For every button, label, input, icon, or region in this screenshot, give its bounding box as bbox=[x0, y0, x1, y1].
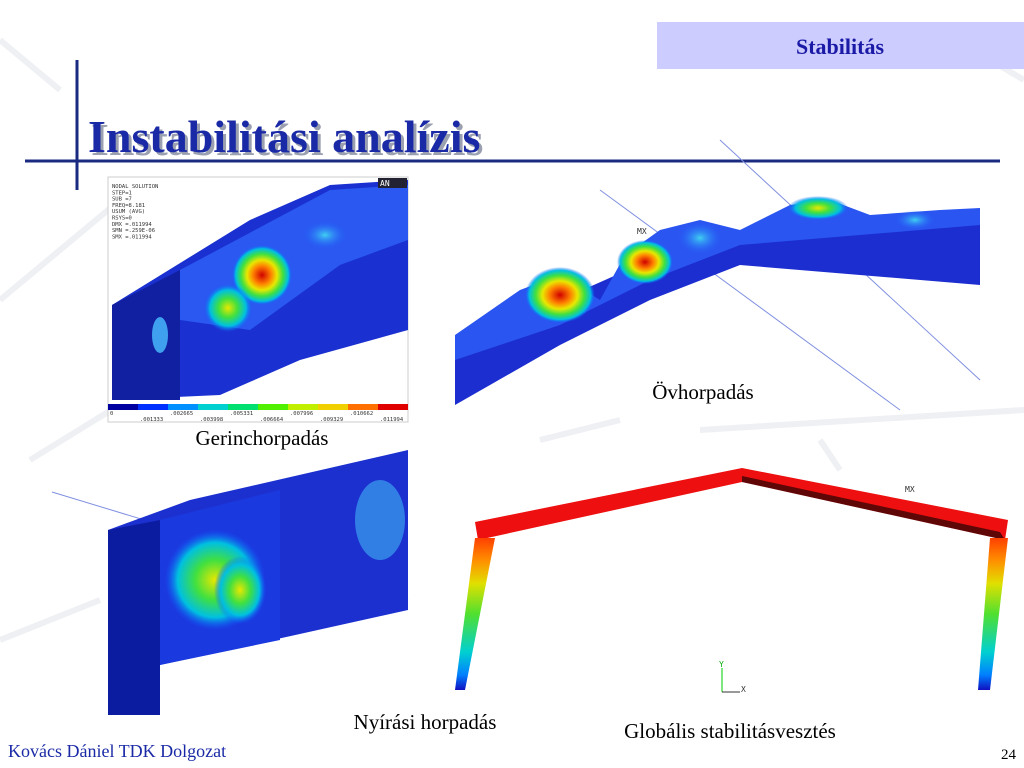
colorbar-label: .007996 bbox=[290, 411, 313, 417]
beam-flange bbox=[112, 270, 180, 400]
slide-title: Instabilitási analízis bbox=[88, 111, 480, 162]
colorbar-label: 0 bbox=[110, 411, 113, 417]
guide-line bbox=[599, 189, 901, 411]
buckle bbox=[525, 267, 595, 323]
colorbar-segment bbox=[378, 404, 408, 410]
colorbar-segment bbox=[258, 404, 288, 410]
buckle bbox=[895, 210, 935, 230]
caption: Övhorpadás bbox=[652, 380, 753, 404]
frame-rafter bbox=[475, 468, 1008, 540]
frame-column bbox=[455, 538, 495, 690]
frame-shadow bbox=[742, 476, 1005, 540]
figure-global-buckling: MX Y X bbox=[455, 468, 1008, 694]
figure-shear-buckling bbox=[51, 450, 409, 715]
colorbar-segment bbox=[228, 404, 258, 410]
max-marker: MX bbox=[905, 485, 915, 494]
colorbar-label: .006664 bbox=[260, 417, 284, 423]
caption: Gerinchorpadás bbox=[196, 426, 329, 450]
figure-flange-buckling: MX bbox=[455, 139, 981, 411]
colorbar-segment bbox=[108, 404, 138, 410]
colorbar: 0 .001333 .002665 .003998 .005331 .006664 .007… bbox=[108, 404, 408, 423]
logo-box bbox=[378, 178, 407, 188]
buckle bbox=[303, 221, 347, 249]
frame-column bbox=[978, 538, 1008, 690]
buckle bbox=[788, 196, 848, 220]
logo: AN bbox=[380, 179, 390, 188]
footer-author: Kovács Dániel TDK Dolgozat bbox=[8, 741, 226, 761]
colorbar-label: .011994 bbox=[380, 417, 404, 423]
title-shadow: Instabilitási analízis bbox=[91, 114, 483, 165]
colorbar-label: .005331 bbox=[230, 411, 253, 417]
beam bbox=[455, 210, 980, 405]
section-box bbox=[657, 22, 1024, 69]
buckle bbox=[617, 240, 673, 284]
colorbar-segment bbox=[318, 404, 348, 410]
colorbar-label: .001333 bbox=[140, 417, 163, 423]
legend-line: USUM (AVG) bbox=[112, 209, 145, 215]
buckle bbox=[152, 317, 168, 353]
colorbar-segment bbox=[288, 404, 318, 410]
buckle bbox=[355, 480, 405, 560]
axis-label: X bbox=[741, 685, 746, 694]
legend-line: SMN =.259E-06 bbox=[112, 228, 155, 234]
buckle bbox=[204, 284, 252, 332]
colorbar-label: .002665 bbox=[170, 411, 193, 417]
legend-line: FREQ=8.181 bbox=[112, 203, 145, 209]
colorbar-label: .009329 bbox=[320, 417, 343, 423]
caption: Nyírási horpadás bbox=[354, 710, 497, 734]
legend-line: DMX =.011994 bbox=[112, 222, 152, 228]
legend-line: SUB =7 bbox=[112, 197, 132, 203]
axis-label: Y bbox=[719, 660, 724, 669]
legend-line: STEP=1 bbox=[112, 190, 132, 196]
buckle bbox=[232, 245, 292, 305]
colorbar-segment bbox=[168, 404, 198, 410]
colorbar-segment bbox=[138, 404, 168, 410]
page-number: 24 bbox=[1001, 747, 1017, 763]
colorbar-segment bbox=[348, 404, 378, 410]
legend-line: RSYS=0 bbox=[112, 216, 132, 222]
buckle bbox=[678, 222, 722, 254]
section-title: Stabilitás bbox=[796, 34, 884, 59]
flange bbox=[108, 520, 160, 715]
caption: Globális stabilitásvesztés bbox=[624, 719, 836, 743]
colorbar-label: .003998 bbox=[200, 417, 223, 423]
colorbar-label: .010662 bbox=[350, 411, 373, 417]
buckle bbox=[214, 556, 266, 624]
legend-line: NODAL SOLUTION bbox=[112, 184, 158, 190]
max-marker: MX bbox=[637, 227, 647, 236]
legend-line: SMX =.011994 bbox=[112, 234, 152, 240]
colorbar-segment bbox=[198, 404, 228, 410]
